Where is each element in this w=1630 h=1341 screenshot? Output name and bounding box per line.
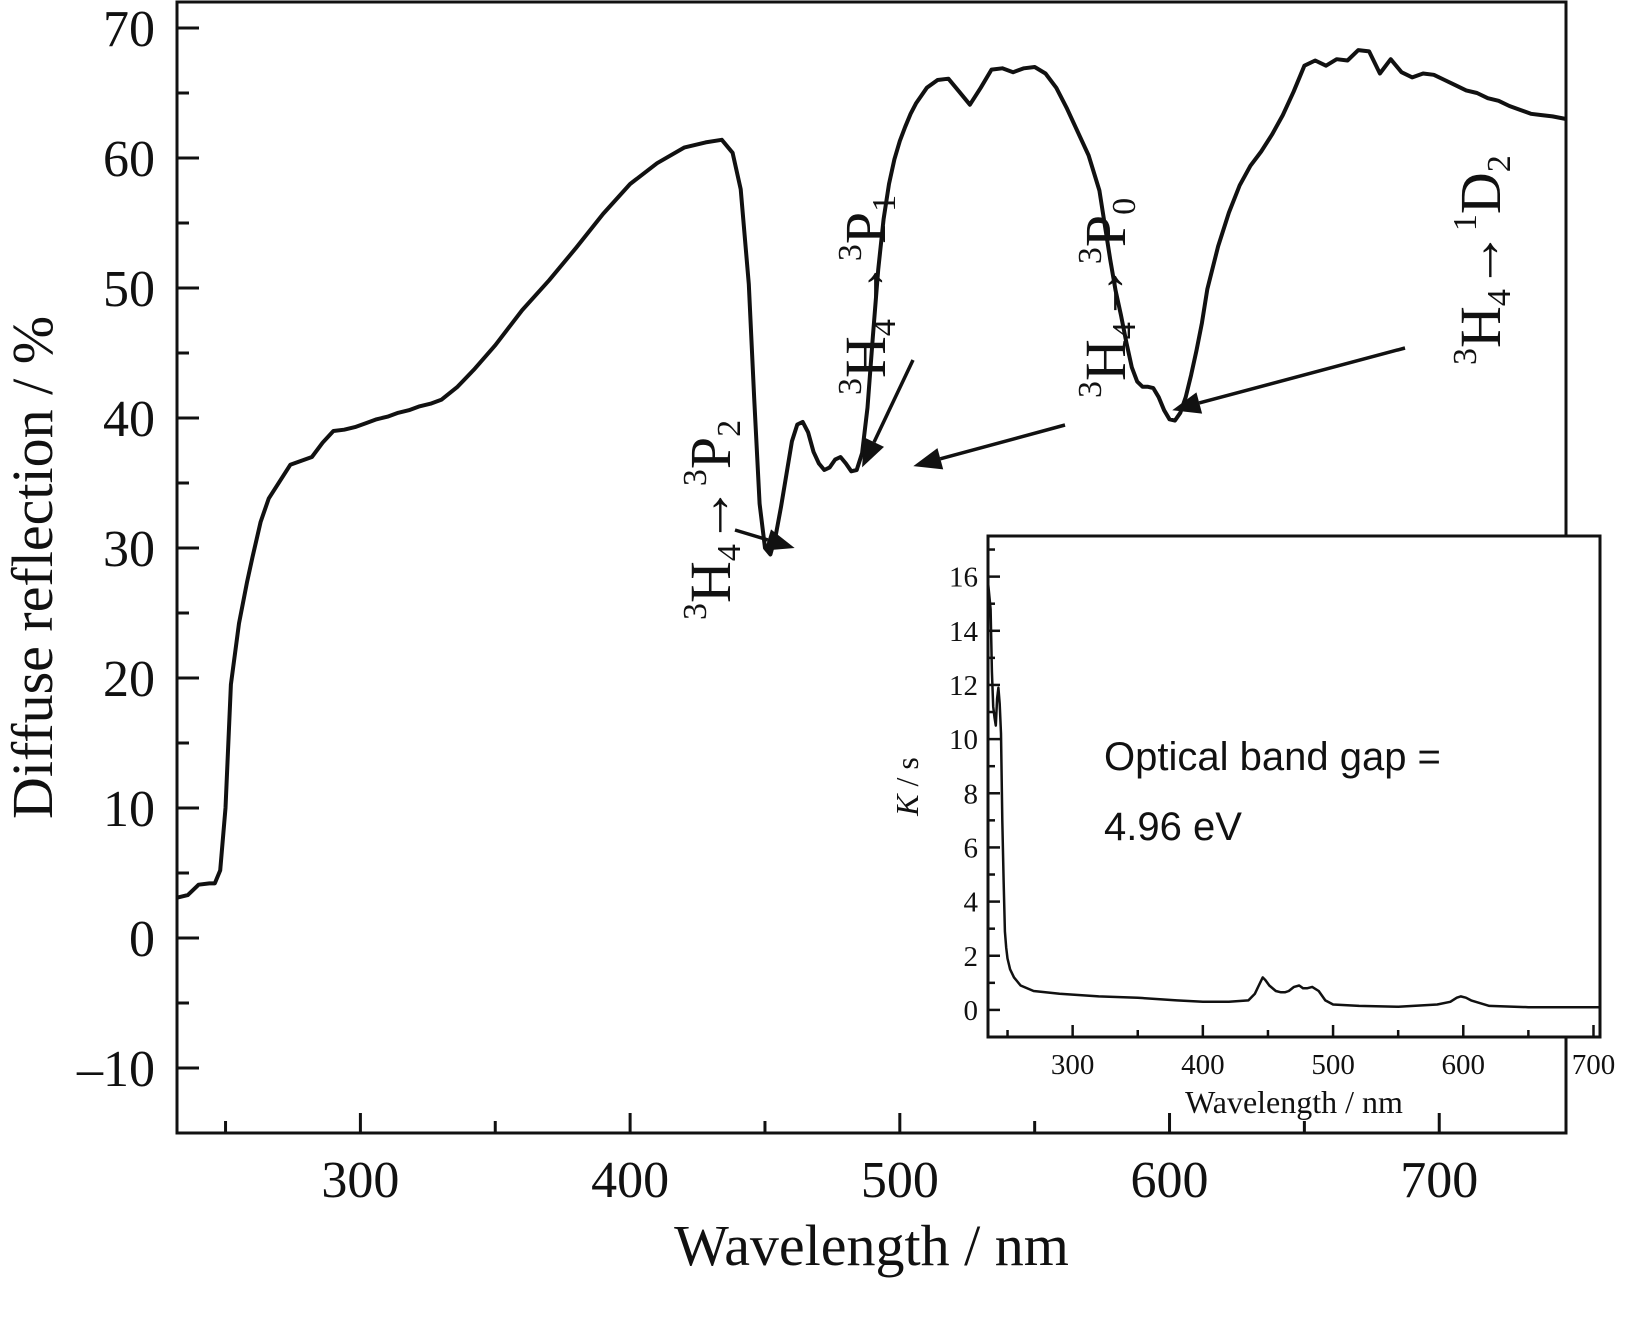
annotation-arrow-shaft <box>872 359 915 443</box>
inset-y-axis-title: K / s <box>889 757 925 817</box>
inset-y-tick-label: 4 <box>964 887 979 919</box>
annotation-text-part: 4 <box>1481 289 1518 306</box>
annotation-text-part: 3 <box>677 603 714 620</box>
main-x-tick-label: 700 <box>1400 1152 1478 1209</box>
annotation-text-part: H <box>833 336 898 378</box>
annotation-arrow-shaft <box>1198 346 1406 405</box>
inset-y-tick-label: 16 <box>949 562 978 594</box>
inset-x-tick-label: 300 <box>1051 1049 1095 1081</box>
main-y-axis-title: Diffuse reflection / % <box>0 316 65 819</box>
inset-y-tick-label: 2 <box>964 941 979 973</box>
annotation-text: 3H4→3P0 <box>1072 198 1143 398</box>
main-y-tick-label: 60 <box>103 131 155 188</box>
annotation-label: 3H4→3P2 <box>677 420 748 620</box>
annotation-label: 3H4→3P1 <box>832 195 903 395</box>
annotation-text-part: H <box>678 561 743 603</box>
inset-x-tick-label: 700 <box>1572 1049 1616 1081</box>
main-x-tick-label: 600 <box>1131 1152 1209 1209</box>
annotation-arrow-head <box>1172 392 1203 414</box>
annotation-text-part: → <box>833 261 898 319</box>
annotation-text-part: 3 <box>1072 381 1109 398</box>
annotation-text-part: P <box>678 437 743 469</box>
main-series-line <box>176 48 1567 900</box>
main-x-tick-label: 500 <box>861 1152 939 1209</box>
annotation-label: 3H4→3P0 <box>1072 198 1143 398</box>
main-x-tick-label: 300 <box>321 1152 399 1209</box>
annotation-text: 3H4→3P1 <box>832 195 903 395</box>
main-y-tick-label: –10 <box>76 1041 155 1098</box>
annotation-arrow-shaft <box>734 528 769 542</box>
annotation-text-part: 2 <box>1481 155 1518 172</box>
annotation-text: 3H4→3P2 <box>677 420 748 620</box>
annotation-text-part: D <box>1448 172 1513 214</box>
main-y-tick-label: 40 <box>103 391 155 448</box>
inset-plot-frame <box>986 534 1602 1039</box>
main-y-tick-label: 0 <box>129 911 155 968</box>
main-x-tick-label: 400 <box>591 1152 669 1209</box>
inset-series-line <box>986 581 1600 1009</box>
inset-y-axis-title-rest: / s <box>889 757 925 794</box>
annotation-text-part: 3 <box>1447 348 1484 365</box>
annotation-text-part: P <box>833 212 898 244</box>
annotation-label: 3H4→1D2 <box>1447 155 1518 365</box>
inset-band-gap-label: Optical band gap = <box>1104 735 1441 779</box>
inset-x-axis-title: Wavelength / nm <box>1185 1084 1403 1120</box>
annotation-text-part: 4 <box>711 544 748 561</box>
inset-y-axis-title-italic: K <box>889 793 925 817</box>
annotation-text-part: → <box>1073 264 1138 322</box>
inset-axis-tick-labels: 300 400 500 600 700 0 2 4 6 8 10 12 14 16 <box>949 562 1615 1081</box>
main-y-tick-label: 30 <box>103 521 155 578</box>
annotation-text-part: 3 <box>832 244 869 261</box>
annotation-text: 3H4→1D2 <box>1447 155 1518 365</box>
annotation-text-part: 3 <box>1072 247 1109 264</box>
annotation-text-part: 1 <box>1447 214 1484 231</box>
annotation-text-part: 0 <box>1106 198 1143 215</box>
main-axis-ticks <box>177 26 1441 1133</box>
annotation-text-part: → <box>1448 231 1513 289</box>
main-y-tick-label: 20 <box>103 651 155 708</box>
inset-x-tick-label: 400 <box>1181 1049 1225 1081</box>
annotation-text-part: → <box>678 486 743 544</box>
annotation-text-part: H <box>1073 339 1138 381</box>
annotation-text-part: H <box>1448 306 1513 348</box>
annotation-text-part: P <box>1073 215 1138 247</box>
annotation-text-part: 3 <box>677 469 714 486</box>
inset-x-tick-label: 500 <box>1311 1049 1355 1081</box>
main-y-tick-label: 70 <box>103 1 155 58</box>
annotation-arrow-shaft <box>939 423 1066 461</box>
annotation-arrow-head <box>764 529 795 551</box>
main-y-tick-label: 10 <box>103 781 155 838</box>
inset-y-tick-label: 0 <box>964 995 979 1027</box>
annotation-text-part: 4 <box>866 319 903 336</box>
annotation-text-part: 4 <box>1106 322 1143 339</box>
inset-x-tick-label: 600 <box>1442 1049 1486 1081</box>
inset-y-tick-label: 6 <box>964 832 979 864</box>
inset-y-tick-label: 10 <box>949 724 978 756</box>
annotation-arrow-head <box>862 437 884 468</box>
annotation-text-part: 2 <box>711 420 748 437</box>
inset-plot: 300 400 500 600 700 0 2 4 6 8 10 12 14 16 Wavelength … <box>889 534 1615 1120</box>
annotation-text-part: 3 <box>832 378 869 395</box>
inset-y-tick-label: 14 <box>949 616 979 648</box>
inset-y-tick-label: 8 <box>964 778 979 810</box>
annotation-arrow-head <box>913 448 944 470</box>
main-y-tick-label: 50 <box>103 261 155 318</box>
inset-band-gap-value: 4.96 eV <box>1104 805 1242 849</box>
main-x-axis-title: Wavelength / nm <box>674 1213 1069 1278</box>
inset-y-tick-label: 12 <box>949 670 978 702</box>
annotation-text-part: 1 <box>866 195 903 212</box>
